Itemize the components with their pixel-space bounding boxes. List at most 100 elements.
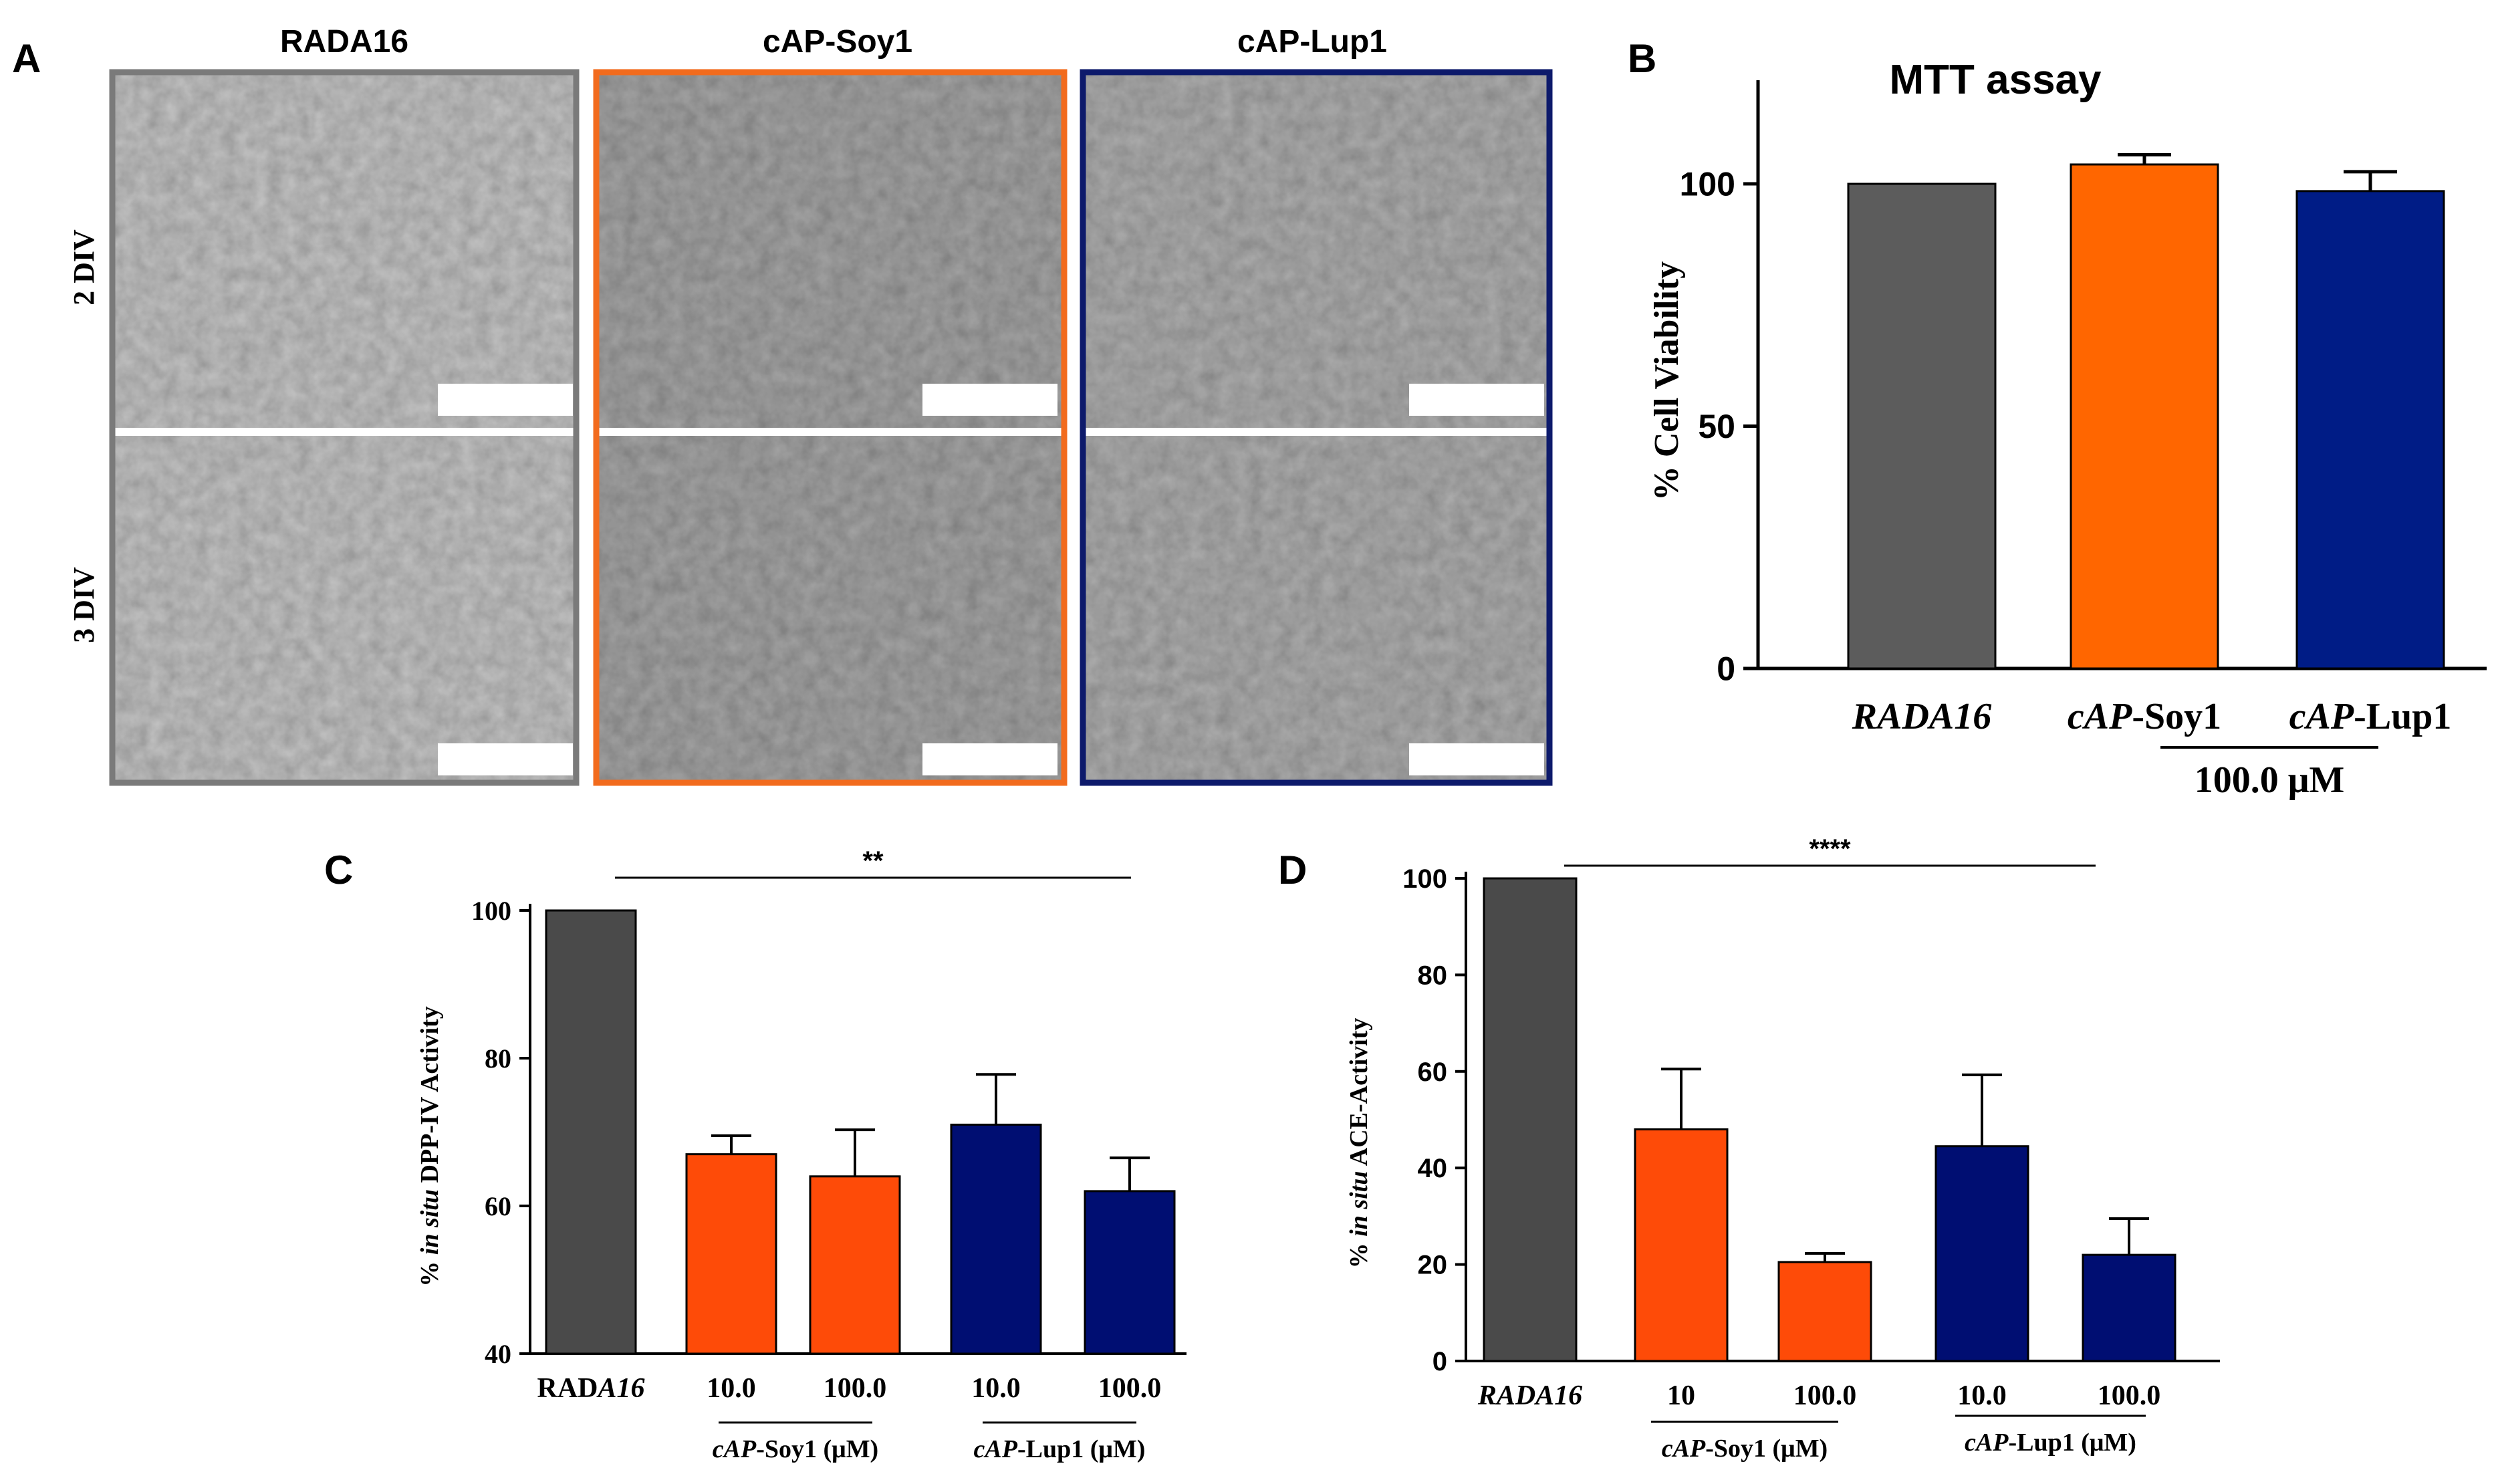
x-tick-label: RADA16	[1852, 696, 1992, 737]
ylabel-suffix: ACE-Activity	[1345, 1018, 1373, 1171]
frame-rada16	[109, 69, 580, 786]
panel-c: C % in situ DPP-IV Activity 40 60 80 100 RAD…	[324, 846, 1187, 1463]
chart-b-ylabel: % Cell Viability	[1648, 261, 1686, 501]
y-tick-label: 40	[485, 1339, 511, 1369]
group-label: cAP-Lup1 (μM)	[974, 1435, 1146, 1463]
scale-bar	[1409, 743, 1544, 775]
x-tick-label-normal: -Soy1	[2132, 696, 2221, 737]
micrograph-rada16-3div	[115, 436, 574, 780]
panel-d: D % in situ ACE-Activity 0 20 40 60 80 100 RAD…	[1278, 834, 2220, 1463]
group-label-normal: -Lup1 (μM)	[1017, 1435, 1145, 1463]
group-label: cAP-Lup1 (μM)	[1965, 1429, 2136, 1457]
micrograph-column-rada16	[109, 69, 580, 786]
scale-bar	[438, 743, 573, 775]
x-tick-label-normal: RAD	[537, 1373, 598, 1404]
group-label-normal: -Soy1 (μM)	[1705, 1435, 1828, 1463]
group-label-normal: -Lup1 (μM)	[2008, 1429, 2136, 1457]
significance-label: **	[862, 846, 884, 876]
column-label-rada16: RADA16	[280, 24, 408, 59]
x-tick-label: 100.0	[1793, 1380, 1857, 1411]
x-tick-label: 10	[1667, 1380, 1695, 1411]
micrograph-cap-lup1-3div	[1086, 436, 1547, 780]
micrograph-cap-soy1-3div	[599, 436, 1062, 780]
group-label-normal: -Soy1 (μM)	[756, 1435, 878, 1463]
column-label-cap-soy1: cAP-Soy1	[763, 24, 912, 59]
x-tick-label-italic: A16	[596, 1373, 644, 1404]
scale-bar	[438, 384, 573, 416]
x-tick-label: 10.0	[707, 1373, 756, 1404]
group-label: cAP-Soy1 (μM)	[713, 1435, 878, 1463]
ylabel-italic: in situ	[416, 1189, 444, 1255]
frame-cap-lup1	[1080, 69, 1553, 786]
x-tick-label: cAP-Soy1	[2068, 696, 2221, 737]
scale-bar	[922, 743, 1057, 775]
column-label-cap-lup1: cAP-Lup1	[1237, 24, 1387, 59]
panel-b-letter: B	[1628, 36, 1656, 81]
bar	[809, 1175, 901, 1355]
y-tick-label: 80	[1418, 961, 1448, 990]
y-tick-label: 0	[1717, 650, 1735, 688]
y-tick-label: 0	[1432, 1347, 1447, 1376]
ylabel-italic: in situ	[1345, 1171, 1373, 1237]
x-tick-label: RADA16	[1477, 1380, 1582, 1411]
x-tick-label-italic: RADA16	[1852, 696, 1992, 737]
y-tick-label: 50	[1698, 408, 1735, 445]
x-tick-label: 100.0	[1098, 1373, 1162, 1404]
scale-bar	[922, 384, 1057, 416]
micrograph-column-cap-soy1	[593, 69, 1068, 786]
row-label-3div: 3 DIV	[68, 567, 100, 643]
x-tick-label: RADA16	[537, 1373, 644, 1404]
y-tick-label: 60	[485, 1191, 511, 1221]
chart-d-ylabel: % in situ ACE-Activity	[1345, 1018, 1373, 1269]
frame-cap-soy1	[593, 69, 1068, 786]
panel-a: A RADA16 cAP-Soy1 cAP-Lup1 2 DIV 3 DIV	[12, 24, 1553, 786]
x-tick-label: 10.0	[1957, 1380, 2007, 1411]
bar	[685, 1153, 777, 1355]
y-tick-label: 80	[485, 1043, 511, 1074]
panel-d-letter: D	[1278, 848, 1307, 892]
micrograph-rada16-2div	[115, 75, 574, 428]
micrograph-column-cap-lup1	[1080, 69, 1553, 786]
group-label: 100.0 μM	[2195, 759, 2345, 801]
y-tick-label: 100	[471, 896, 511, 926]
ylabel-suffix: DPP-IV Activity	[416, 1006, 444, 1189]
bar	[545, 909, 637, 1355]
group-label: cAP-Soy1 (μM)	[1662, 1435, 1828, 1463]
x-tick-label: 100.0	[2098, 1380, 2161, 1411]
y-tick-label: 100	[1402, 864, 1447, 894]
group-label-italic: cAP	[974, 1435, 1018, 1463]
scale-bar	[1409, 384, 1544, 416]
bar	[1634, 1128, 1729, 1362]
ylabel-prefix: %	[1345, 1237, 1373, 1269]
x-tick-label-italic: cAP	[2068, 696, 2132, 737]
y-tick-label: 60	[1418, 1058, 1448, 1087]
group-label-italic: cAP	[1662, 1435, 1706, 1463]
panel-b: B MTT assay % Cell Viability 0 50 100 RADA1…	[1628, 36, 2487, 801]
x-tick-label: cAP-Lup1	[2289, 696, 2452, 737]
group-label-italic: cAP	[713, 1435, 757, 1463]
bar	[1847, 182, 1997, 670]
micrograph-cap-soy1-2div	[599, 75, 1062, 428]
y-tick-label: 40	[1418, 1154, 1448, 1183]
x-tick-label-italic: cAP	[2289, 696, 2354, 737]
x-tick-label: 100.0	[824, 1373, 887, 1404]
significance-label: ****	[1809, 834, 1851, 864]
ylabel-prefix: %	[416, 1255, 444, 1287]
bar	[950, 1123, 1042, 1355]
bar	[2070, 163, 2219, 670]
row-label-2div: 2 DIV	[68, 229, 100, 305]
chart-b-title: MTT assay	[1889, 57, 2102, 103]
group-label-italic: cAP	[1965, 1429, 2009, 1457]
micrograph-cap-lup1-2div	[1086, 75, 1547, 428]
bar	[2082, 1253, 2176, 1362]
bar	[2295, 190, 2445, 670]
chart-c-ylabel: % in situ DPP-IV Activity	[416, 1006, 444, 1286]
bar	[1084, 1190, 1176, 1355]
chart-d-plot: 0 20 40 60 80 100 RADA16 10 100.0 10.0 100.0 **** cA…	[1402, 834, 2220, 1463]
bar	[1483, 877, 1578, 1362]
panel-a-letter: A	[12, 36, 41, 81]
bar	[1777, 1261, 1872, 1362]
